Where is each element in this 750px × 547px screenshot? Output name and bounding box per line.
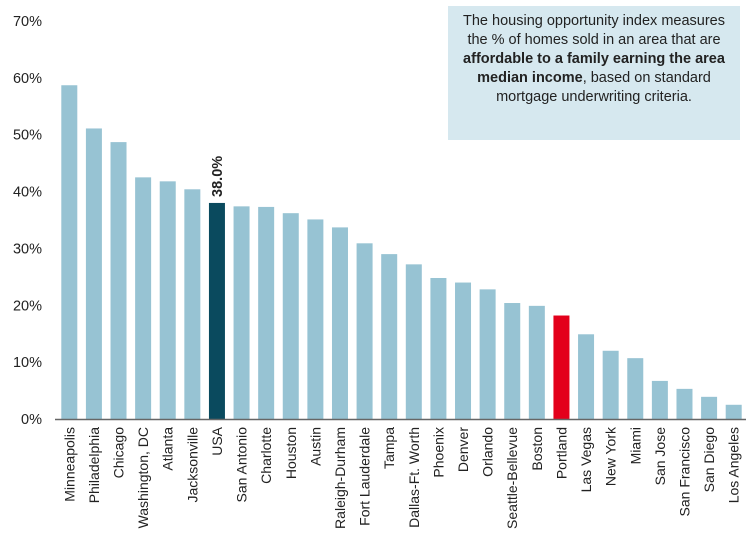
x-tick-label: Las Vegas [578, 427, 594, 492]
bar-fort-lauderdale [356, 243, 373, 419]
x-tick-label: New York [603, 426, 619, 486]
x-tick-label: Chicago [111, 427, 127, 479]
y-tick-label: 0% [21, 412, 42, 428]
x-tick-label: Dallas-Ft. Worth [406, 427, 422, 528]
bar-san-diego [701, 396, 718, 419]
x-tick-label: Tampa [381, 427, 397, 469]
x-tick-label: San Antonio [234, 427, 250, 503]
bar-los-angeles [725, 404, 742, 419]
note-text-2: , based on standard mortgage underwritin… [496, 70, 711, 105]
bar-denver [455, 282, 472, 419]
bar-san-antonio [233, 206, 250, 419]
bar-orlando [479, 289, 496, 419]
bar-usa [208, 202, 225, 419]
bar-houston [282, 213, 299, 419]
x-tick-label: Portland [553, 427, 569, 479]
x-tick-label: Minneapolis [61, 427, 77, 502]
bar-raleigh-durham [331, 227, 348, 419]
x-tick-label: San Jose [652, 427, 668, 486]
bar-boston [528, 305, 545, 419]
bar-chicago [110, 142, 127, 419]
bar-tampa [381, 254, 398, 419]
x-tick-label: USA [209, 426, 225, 455]
data-label: 38.0% [210, 156, 226, 197]
bar-new-york [602, 350, 619, 419]
x-tick-label: San Francisco [676, 427, 692, 517]
bar-charlotte [258, 206, 275, 419]
bar-las-vegas [578, 334, 595, 419]
bar-jacksonville [184, 189, 201, 419]
x-tick-label: Philadelphia [86, 427, 102, 503]
y-tick-label: 20% [13, 298, 42, 314]
x-tick-label: Los Angeles [726, 427, 742, 503]
x-tick-label: San Diego [701, 427, 717, 493]
y-tick-label: 70% [13, 14, 42, 30]
x-tick-label: Seattle-Bellevue [504, 427, 520, 529]
y-tick-label: 40% [13, 185, 42, 201]
bar-san-jose [651, 380, 668, 419]
x-tick-label: Houston [283, 427, 299, 479]
x-tick-label: Raleigh-Durham [332, 427, 348, 529]
x-tick-label: Boston [529, 427, 545, 471]
bar-seattle-bellevue [504, 303, 521, 419]
x-tick-label: Jacksonville [184, 427, 200, 503]
x-tick-label: Fort Lauderdale [357, 427, 373, 526]
bar-austin [307, 219, 324, 419]
y-tick-label: 30% [13, 241, 42, 257]
bar-phoenix [430, 277, 447, 419]
x-tick-label: Austin [307, 427, 323, 466]
explanation-note: The housing opportunity index measures t… [448, 6, 740, 140]
bar-washington-dc [135, 177, 152, 419]
y-tick-label: 60% [13, 71, 42, 87]
x-tick-label: Charlotte [258, 427, 274, 484]
bar-dallas-ft-worth [405, 264, 422, 419]
bar-philadelphia [85, 128, 102, 419]
bar-san-francisco [676, 388, 693, 419]
y-tick-label: 10% [13, 355, 42, 371]
note-text-bold: affordable to a family earning the area … [463, 51, 725, 86]
y-tick-label: 50% [13, 128, 42, 144]
bar-minneapolis [61, 85, 78, 420]
x-tick-label: Miami [627, 427, 643, 464]
bar-miami [627, 358, 644, 419]
x-tick-label: Washington, DC [135, 427, 151, 528]
x-tick-label: Orlando [480, 427, 496, 477]
x-tick-label: Atlanta [160, 427, 176, 471]
x-tick-label: Denver [455, 427, 471, 472]
bar-portland [553, 315, 570, 419]
x-tick-label: Phoenix [430, 427, 446, 478]
bar-atlanta [159, 181, 176, 419]
note-text-1: The housing opportunity index measures t… [463, 13, 725, 48]
